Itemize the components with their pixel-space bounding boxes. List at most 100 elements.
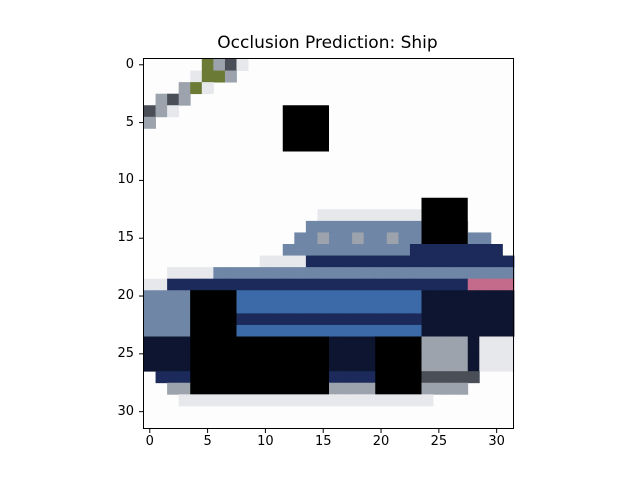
pixel [201,394,214,407]
pixel [167,405,180,418]
pixel [398,405,411,418]
pixel [433,359,446,372]
pixel [502,417,515,430]
pixel [178,82,191,95]
pixel [271,405,284,418]
pixel [167,417,180,430]
pixel [144,371,156,384]
pixel [409,255,422,268]
pixel [317,313,330,326]
pixel [409,267,422,280]
pixel [305,174,318,187]
pixel [456,105,469,118]
pixel [259,59,272,71]
pixel [282,163,295,176]
pixel [236,313,249,326]
pixel [167,174,180,187]
pixel [282,267,295,280]
pixel [167,139,180,152]
pixel [444,290,457,303]
pixel [224,186,237,199]
pixel [294,82,307,95]
pixel [386,70,399,83]
pixel [317,267,330,280]
pixel [340,255,353,268]
pixel [178,348,191,361]
pixel [190,105,203,118]
pixel [352,324,365,337]
pixel [248,324,261,337]
pixel [236,163,249,176]
pixel [479,232,492,245]
pixel [305,313,318,326]
xtick-label: 10 [257,434,274,449]
pixel [444,336,457,349]
pixel [467,151,480,164]
pixel [421,405,434,418]
pixel [467,93,480,106]
pixel [259,301,272,314]
xtick-label: 15 [314,434,332,449]
pixel [213,405,226,418]
pixel [317,59,330,71]
pixel [178,220,191,233]
pixel [398,267,411,280]
pixel [190,209,203,222]
pixel [271,163,284,176]
pixel [490,139,503,152]
pixel [294,290,307,303]
pixel [224,267,237,280]
pixel [155,394,168,407]
pixel [271,220,284,233]
pixel [178,209,191,222]
pixel [352,359,365,372]
pixel [282,186,295,199]
pixel [294,405,307,418]
pixel [178,197,191,210]
pixel [409,93,422,106]
pixel [363,128,376,141]
pixel [340,382,353,395]
pixel [294,163,307,176]
ytick-label: 30 [117,403,134,419]
pixel [155,324,168,337]
pixel [329,405,341,418]
pixel [467,174,480,187]
pixel [398,417,411,430]
pixel [178,128,191,141]
pixel [178,116,191,129]
pixel [479,313,492,326]
pixel [490,82,503,95]
pixel [178,336,191,349]
pixel [502,290,515,303]
pixel [213,116,226,129]
pixel [178,186,191,199]
pixel [144,348,156,361]
pixel [248,197,261,210]
pixel [248,232,261,245]
pixel [398,128,411,141]
pixel [352,394,365,407]
pixel [456,139,469,152]
pixel [236,70,249,83]
pixel [340,417,353,430]
pixel [479,336,492,349]
pixel [201,417,214,430]
pixel [363,59,376,71]
pixel [259,417,272,430]
pixel [271,394,284,407]
pixel [167,105,180,118]
pixel [144,313,156,326]
pixel [456,93,469,106]
pixel [317,290,330,303]
pixel [155,267,168,280]
pixel [467,417,480,430]
pixel [259,105,272,118]
pixel [490,278,503,291]
pixel [201,163,214,176]
pixel [340,278,353,291]
pixel [236,417,249,430]
pixel [201,70,214,83]
pixel [294,209,307,222]
pixel [490,93,503,106]
